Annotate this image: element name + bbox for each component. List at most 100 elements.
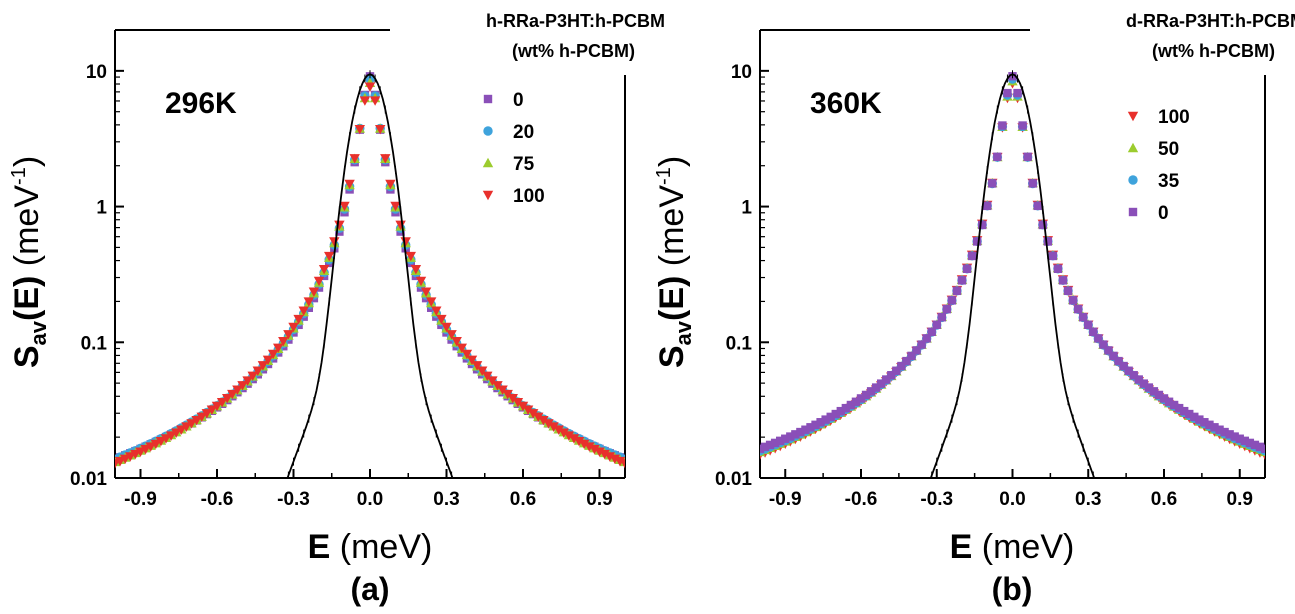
data-point: [1084, 320, 1093, 329]
legend-marker: [483, 94, 493, 104]
data-point: [983, 201, 992, 211]
data-point: [380, 154, 391, 164]
data-point: [369, 96, 381, 106]
data-point: [1205, 420, 1214, 430]
data-point: [324, 251, 335, 262]
y-tick-label: 0.01: [715, 469, 752, 490]
data-point: [395, 220, 406, 231]
data-point: [594, 447, 605, 457]
data-point: [222, 393, 233, 404]
legend-item: 35: [1128, 171, 1180, 192]
data-point: [1038, 220, 1047, 230]
data-point: [760, 442, 770, 452]
data-point: [1033, 201, 1042, 211]
resolution-line: [286, 73, 454, 478]
legend-marker: [482, 157, 494, 168]
x-tick-label: -0.9: [769, 489, 802, 510]
data-point: [471, 361, 483, 371]
data-point: [821, 415, 830, 424]
data-point: [967, 251, 977, 261]
data-point: [1023, 152, 1032, 162]
data-point: [882, 375, 891, 384]
data-point: [1119, 361, 1128, 371]
data-point: [405, 251, 416, 262]
data-point: [558, 428, 569, 438]
data-point: [431, 306, 442, 316]
x-tick-label: 0.3: [1075, 489, 1101, 510]
y-tick-label: 1: [96, 198, 107, 219]
data-point: [1144, 383, 1154, 392]
data-point: [589, 444, 600, 455]
data-point: [477, 366, 488, 376]
data-point: [922, 334, 931, 343]
data-point: [998, 121, 1007, 130]
resolution-curve: [286, 70, 454, 478]
data-point: [415, 276, 427, 287]
data-point: [522, 405, 534, 415]
data-point: [191, 415, 202, 426]
temperature-label: 360K: [810, 87, 882, 120]
legend-title: h-RRa-P3HT:h-PCBM: [486, 11, 665, 31]
data-point: [892, 366, 901, 375]
data-point: [1053, 264, 1063, 274]
data-point: [140, 444, 151, 455]
legend-label: 50: [1158, 139, 1179, 160]
data-point: [1164, 397, 1174, 406]
panel-b: 0.01 0.1 1 10 -0.9 -0.6 -0.3 0.0 0.3 0.6 0.9 360K d-…: [653, 11, 1295, 607]
x-tick-label: -0.3: [920, 489, 953, 510]
data-point: [538, 415, 549, 426]
data-point: [816, 418, 825, 427]
data-point: [947, 296, 957, 305]
data-point: [364, 82, 376, 92]
data-point: [1094, 334, 1103, 343]
data-point: [957, 276, 967, 285]
data-point: [831, 409, 840, 419]
data-point: [907, 351, 916, 361]
x-tick-label: -0.9: [124, 489, 157, 510]
data-point: [385, 179, 396, 190]
data-point: [978, 220, 987, 230]
data-point: [826, 412, 835, 422]
legend-label: 75: [513, 154, 535, 175]
data-point: [1200, 418, 1209, 427]
data-point: [993, 152, 1002, 162]
data-point: [836, 406, 845, 416]
legend-item: 0: [1128, 203, 1169, 224]
legend-marker: [1128, 207, 1138, 217]
data-point: [942, 304, 952, 314]
data-point: [426, 297, 437, 307]
data-point: [1240, 436, 1249, 446]
data-point: [232, 385, 243, 395]
data-point: [781, 434, 790, 443]
data-point: [1139, 379, 1148, 388]
y-tick-label: 10: [731, 62, 752, 83]
legend-item: 50: [1127, 139, 1179, 160]
x-tick-label: 0.9: [1227, 489, 1253, 510]
data-point: [927, 327, 936, 337]
data-point: [952, 286, 962, 296]
data-point: [801, 425, 810, 434]
legend-marker: [1127, 111, 1139, 122]
data-point: [298, 306, 309, 316]
data-point: [247, 371, 258, 381]
x-tick-label: -0.3: [277, 489, 310, 510]
legend-marker: [1128, 175, 1138, 185]
data-point: [1169, 400, 1179, 410]
data-point: [806, 423, 815, 432]
data-point: [1190, 412, 1199, 422]
resolution-curve: [929, 70, 1096, 478]
data-point: [492, 381, 503, 391]
data-point: [497, 385, 508, 395]
data-point: [171, 428, 182, 438]
data-point: [856, 394, 866, 403]
data-point: [176, 425, 187, 435]
data-point: [796, 427, 805, 437]
data-point: [1114, 356, 1123, 366]
data-point: [877, 379, 886, 388]
data-point: [1028, 179, 1037, 188]
legend-subtitle: (wt% h-PCBM): [512, 41, 635, 61]
data-point: [145, 442, 156, 452]
series-100: [760, 79, 1265, 460]
data-point: [543, 419, 554, 429]
